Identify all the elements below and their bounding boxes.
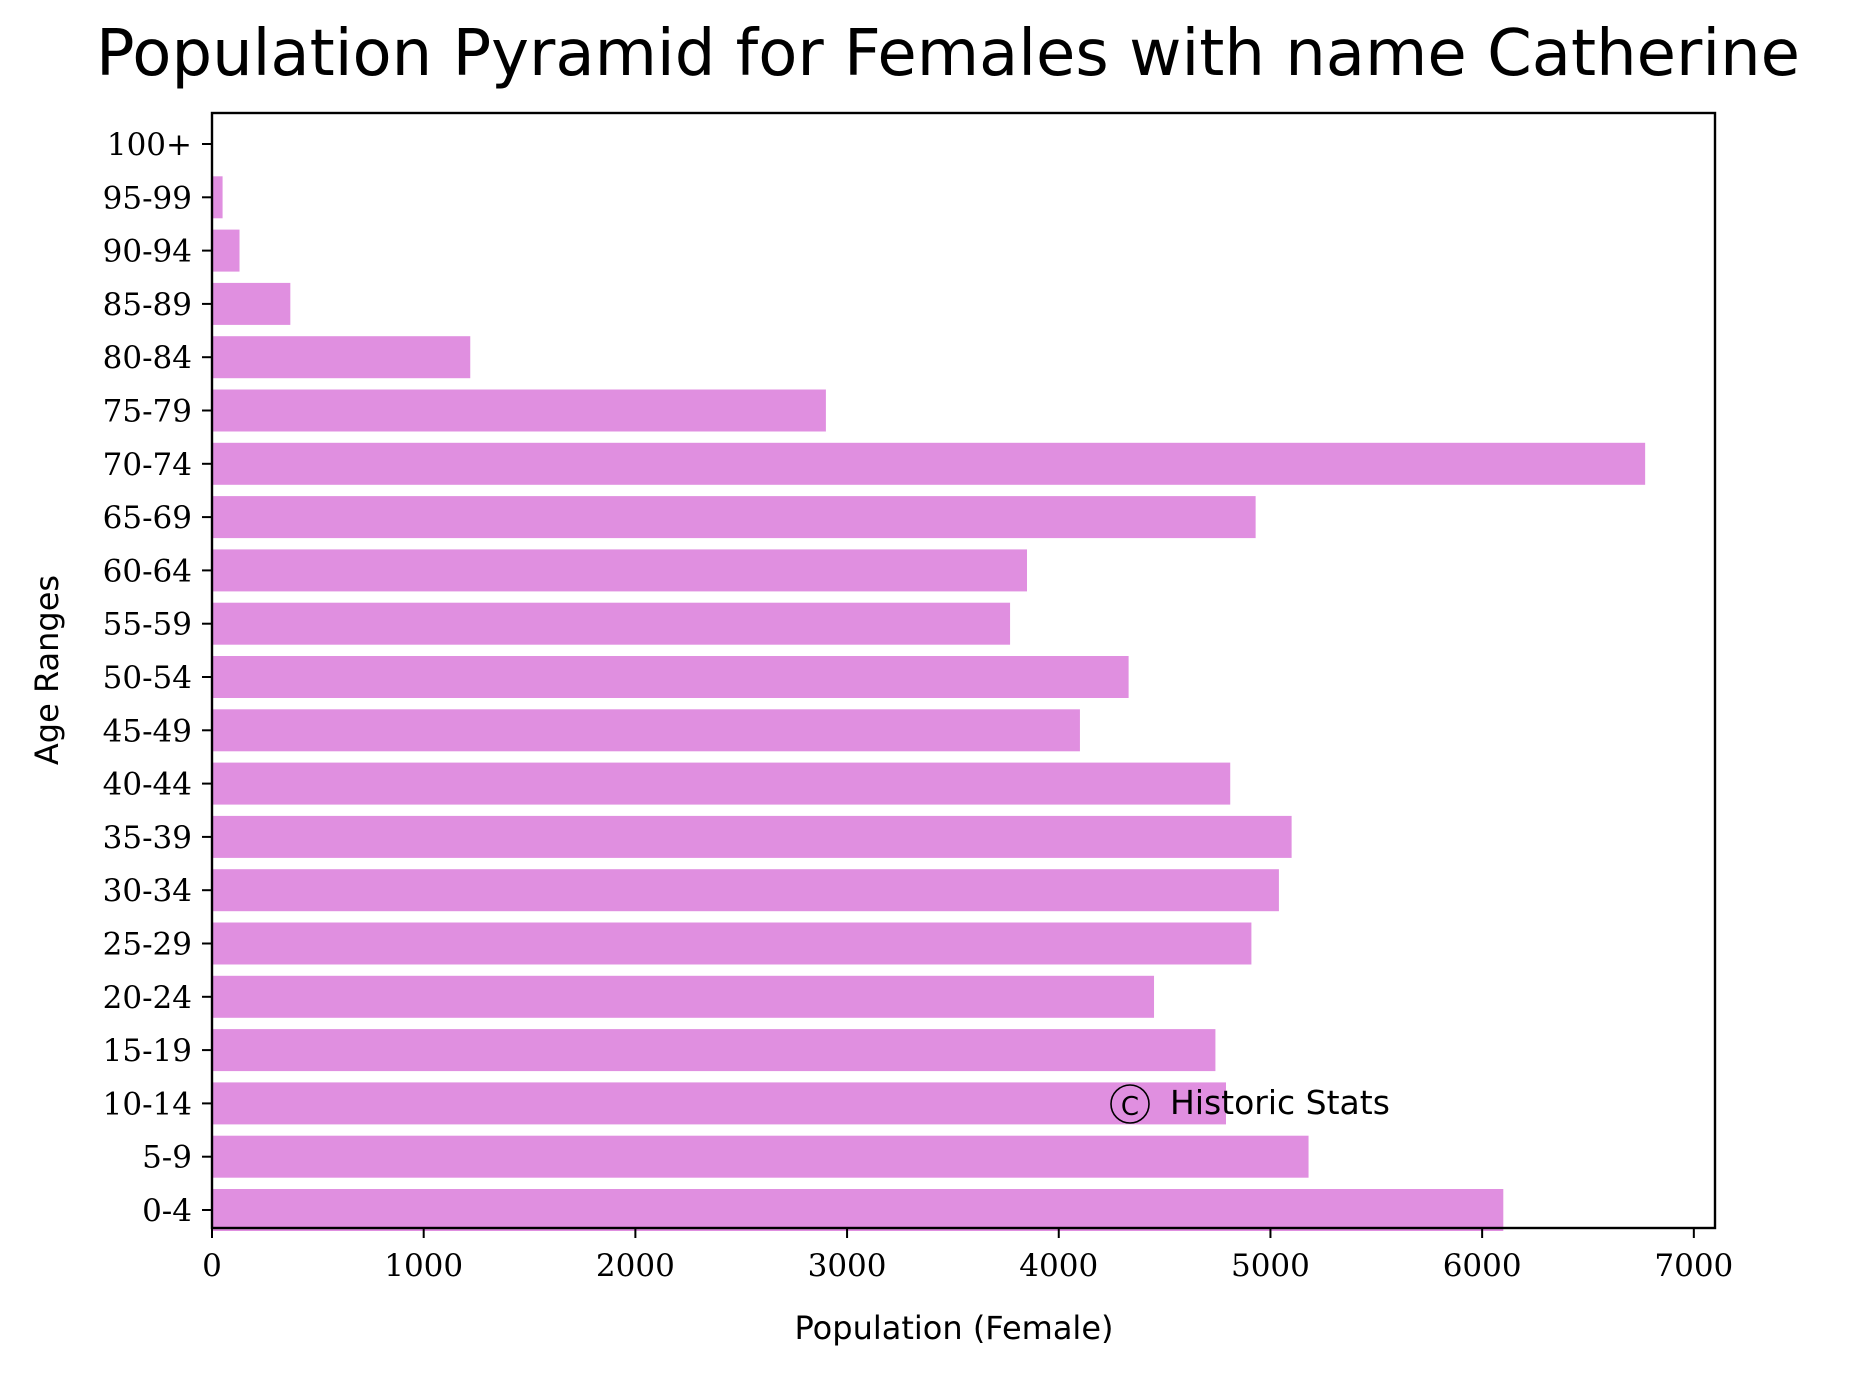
- y-tick-label: 45-49: [103, 713, 192, 749]
- bars-group: [212, 176, 1646, 1231]
- x-tick-label: 7000: [1654, 1248, 1733, 1284]
- bar-60-64: [212, 549, 1028, 592]
- watermark-text: Historic Stats: [1170, 1083, 1390, 1122]
- bar-35-39: [212, 815, 1292, 858]
- bar-75-79: [212, 389, 826, 432]
- bar-25-29: [212, 922, 1252, 965]
- y-tick-label: 80-84: [103, 340, 192, 376]
- y-tick-label: 0-4: [142, 1193, 192, 1229]
- plot-frame: [210, 111, 1717, 1230]
- bar-80-84: [212, 336, 471, 379]
- x-tick-label: 4000: [1019, 1248, 1098, 1284]
- bar-20-24: [212, 975, 1155, 1018]
- chart-title: Population Pyramid for Females with name…: [96, 17, 1800, 91]
- bar-5-9: [212, 1135, 1309, 1178]
- bar-55-59: [212, 602, 1011, 645]
- y-tick-label: 90-94: [103, 234, 192, 270]
- y-tick-label: 30-34: [103, 873, 192, 909]
- y-tick-label: 20-24: [103, 980, 192, 1016]
- y-tick-label: 100+: [107, 127, 192, 163]
- y-axis-ticks: 100+ 95-99 90-94 85-89 80-84 75-79 70-74 65-69 6…: [103, 127, 212, 1229]
- x-tick-label: 5000: [1231, 1248, 1310, 1284]
- x-tick-label: 6000: [1443, 1248, 1522, 1284]
- copyright-circle-icon: [1110, 1084, 1150, 1124]
- bar-70-74: [212, 442, 1646, 485]
- bar-0-4: [212, 1189, 1504, 1231]
- x-tick-label: 3000: [808, 1248, 887, 1284]
- y-tick-label: 10-14: [103, 1086, 192, 1122]
- x-tick-label: 0: [202, 1248, 222, 1284]
- y-tick-label: 65-69: [103, 500, 192, 536]
- y-axis-label: Age Ranges: [28, 575, 66, 765]
- bar-85-89: [212, 282, 291, 325]
- y-tick-label: 50-54: [103, 660, 192, 696]
- y-tick-label: 85-89: [103, 287, 192, 323]
- bar-10-14: [212, 1082, 1226, 1125]
- y-tick-label: 55-59: [103, 607, 192, 643]
- y-tick-label: 5-9: [142, 1140, 192, 1176]
- bar-95-99: [212, 176, 223, 219]
- x-tick-label: 2000: [596, 1248, 675, 1284]
- x-axis-ticks: 0 1000 2000 3000 4000 5000 6000 7000: [202, 1228, 1733, 1284]
- bar-40-44: [212, 762, 1231, 805]
- bar-90-94: [212, 229, 240, 272]
- bar-45-49: [212, 709, 1080, 752]
- bar-15-19: [212, 1029, 1216, 1072]
- y-tick-label: 15-19: [103, 1033, 192, 1069]
- watermark: C Historic Stats: [1110, 1083, 1390, 1124]
- x-axis-label: Population (Female): [795, 1309, 1114, 1347]
- bar-65-69: [212, 496, 1256, 539]
- bar-50-54: [212, 656, 1129, 698]
- y-tick-label: 70-74: [103, 447, 192, 483]
- y-tick-label: 75-79: [103, 394, 192, 430]
- y-tick-label: 60-64: [103, 553, 192, 589]
- x-tick-label: 1000: [384, 1248, 463, 1284]
- y-tick-label: 35-39: [103, 820, 192, 856]
- y-tick-label: 40-44: [103, 767, 192, 803]
- y-tick-label: 95-99: [103, 180, 192, 216]
- copyright-symbol: C: [1121, 1092, 1139, 1122]
- bar-30-34: [212, 869, 1279, 912]
- y-tick-label: 25-29: [103, 927, 192, 963]
